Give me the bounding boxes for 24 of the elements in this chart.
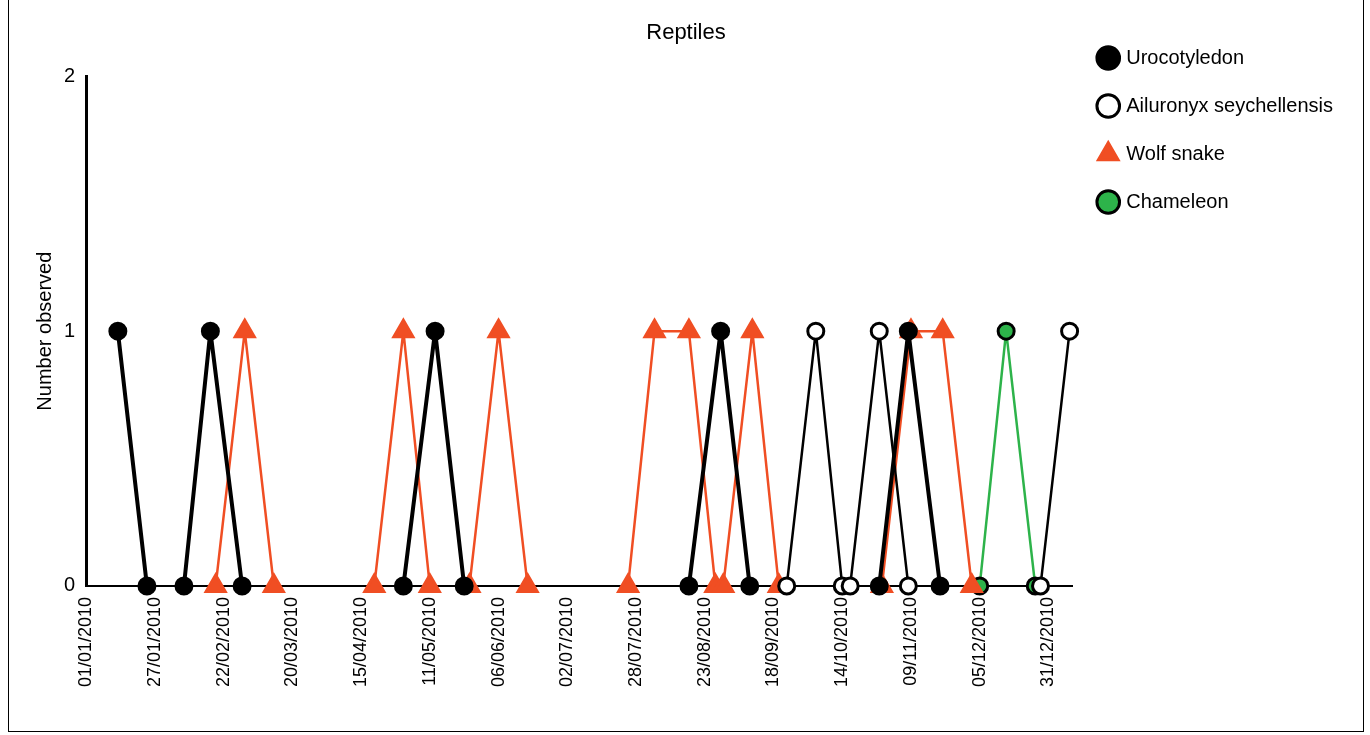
x-tick-label: 11/05/2010 — [418, 596, 439, 686]
x-tick-label: 22/02/2010 — [212, 596, 233, 688]
x-tick-label: 06/06/2010 — [487, 596, 508, 688]
x-tick-label: 23/08/2010 — [693, 596, 714, 688]
x-tick-label: 14/10/2010 — [831, 596, 852, 688]
legend-label: Wolf snake — [1126, 141, 1225, 164]
y-tick-label: 0 — [64, 573, 76, 596]
y-axis-title: Number observed — [32, 251, 55, 411]
legend-label: Chameleon — [1126, 189, 1229, 212]
x-tick-label: 27/01/2010 — [143, 596, 164, 688]
x-tick-label: 20/03/2010 — [281, 596, 302, 688]
x-tick-label: 01/01/2010 — [75, 596, 96, 688]
x-tick-label: 28/07/2010 — [624, 596, 645, 688]
legend-label: Ailuronyx seychellensis — [1126, 93, 1334, 116]
x-tick-label: 02/07/2010 — [556, 596, 577, 688]
y-tick-label: 2 — [64, 63, 76, 86]
y-tick-label: 1 — [64, 318, 76, 341]
x-tick-label: 15/04/2010 — [350, 596, 371, 688]
x-tick-label: 05/12/2010 — [968, 596, 989, 688]
chart-title: Reptiles — [646, 19, 726, 45]
legend-label: Urocotyledon — [1126, 45, 1245, 68]
x-tick-label: 18/09/2010 — [762, 596, 783, 688]
x-tick-label: 31/12/2010 — [1037, 596, 1058, 688]
x-tick-label: 09/11/2010 — [899, 596, 920, 686]
